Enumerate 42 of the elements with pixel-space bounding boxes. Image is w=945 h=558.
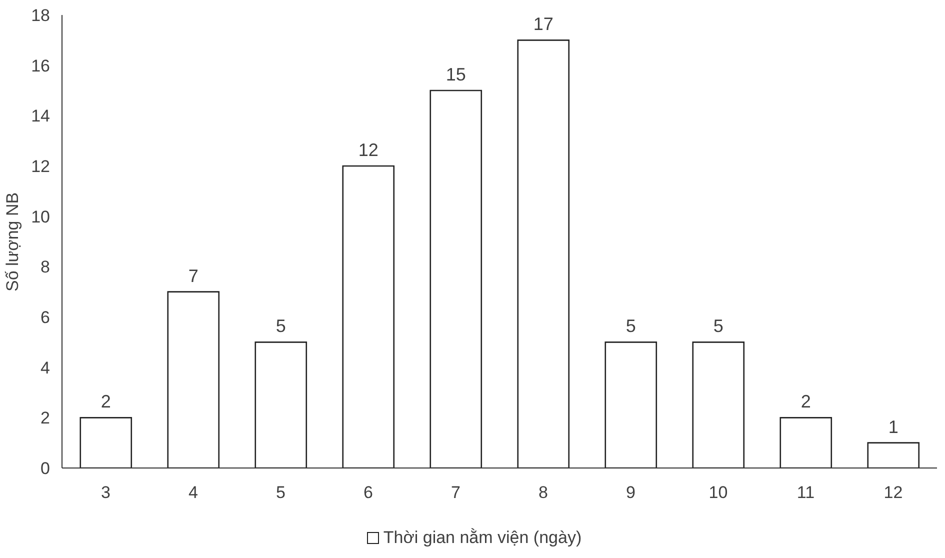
- y-tick-label: 16: [31, 56, 50, 76]
- x-tick-label: 12: [884, 483, 903, 502]
- y-tick-label: 18: [31, 6, 50, 26]
- bar: [867, 442, 920, 468]
- data-label: 5: [713, 316, 724, 336]
- x-tick-label: 5: [276, 483, 286, 502]
- x-tick-label: 9: [626, 483, 636, 502]
- x-tick-label: 3: [101, 483, 110, 502]
- y-tick-label: 2: [40, 408, 50, 428]
- data-label: 15: [446, 64, 466, 84]
- bar: [692, 342, 745, 468]
- bar: [167, 291, 220, 468]
- y-tick-label: 12: [31, 157, 50, 176]
- x-tick-label: 7: [451, 483, 460, 502]
- y-tick-label: 10: [31, 207, 50, 226]
- data-label: 2: [800, 392, 811, 412]
- bar: [780, 417, 832, 468]
- data-label: 12: [358, 140, 378, 160]
- x-tick-label: 10: [708, 483, 728, 502]
- data-label: 1: [888, 416, 898, 437]
- y-tick-label: 0: [40, 459, 50, 478]
- x-tick-label: 8: [538, 483, 548, 502]
- bar: [430, 90, 482, 468]
- data-label: 7: [188, 266, 198, 286]
- x-tick-label: 6: [364, 483, 373, 502]
- x-tick-label: 4: [188, 483, 198, 502]
- bar: [342, 165, 395, 468]
- legend-label: Thời gian nằm viện (ngày): [383, 528, 582, 548]
- data-label: 5: [626, 316, 636, 336]
- y-tick-label: 14: [31, 106, 50, 126]
- data-label: 17: [533, 14, 554, 34]
- bar: [254, 342, 308, 468]
- y-axis-title: Số lượng NB: [3, 192, 22, 292]
- data-label: 5: [276, 316, 286, 336]
- x-tick-label: 11: [796, 483, 815, 502]
- bar: [604, 342, 658, 468]
- data-label: 2: [100, 392, 111, 412]
- y-tick-label: 6: [40, 308, 50, 328]
- bar: [80, 417, 132, 468]
- y-tick-label: 4: [40, 358, 50, 378]
- y-tick-label: 8: [40, 258, 50, 277]
- bar: [517, 40, 570, 468]
